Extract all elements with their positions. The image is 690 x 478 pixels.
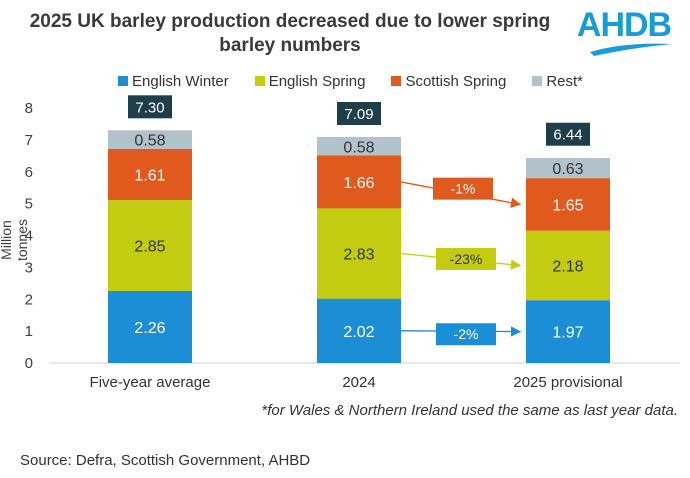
y-tick-label: 2 — [25, 291, 33, 308]
legend-item-rest: Rest* — [532, 73, 583, 90]
y-tick-label: 4 — [25, 228, 33, 245]
data-label: 2.83 — [343, 247, 374, 264]
data-label: 1.65 — [552, 197, 583, 214]
y-tick-label: 0 — [25, 355, 33, 372]
data-label: 2.26 — [134, 320, 165, 337]
bar-english-winter — [317, 298, 401, 363]
data-label: 0.58 — [343, 139, 374, 156]
data-label: 1.97 — [552, 325, 583, 342]
legend-item-english-spring: English Spring — [254, 72, 366, 90]
annotation-box — [436, 323, 496, 346]
bar-scottish-spring — [108, 148, 192, 201]
ahdb-logo: AHDB — [572, 4, 676, 58]
bar-english-spring — [108, 200, 192, 291]
total-box — [128, 95, 172, 119]
y-tick-label: 5 — [25, 196, 33, 213]
x-tick-label: Five-year average — [90, 374, 211, 391]
data-label: 2.85 — [134, 239, 165, 256]
y-tick-label: 7 — [25, 132, 33, 149]
annotation-label: -2% — [454, 326, 479, 342]
data-label: 2.18 — [552, 258, 583, 275]
bar-rest — [526, 158, 610, 179]
y-tick-label: 3 — [25, 259, 33, 276]
legend: English Winter English Spring Scottish Spr… — [118, 72, 609, 90]
bar-rest — [317, 137, 401, 156]
y-tick-label: 1 — [25, 323, 33, 340]
chart-title: 2025 UK barley production decreased due … — [20, 10, 560, 58]
data-label: 1.66 — [343, 175, 374, 192]
legend-label: Rest* — [546, 72, 584, 90]
y-tick-label: 6 — [25, 164, 33, 181]
legend-swatch — [254, 76, 265, 86]
logo-text: AHDB — [576, 6, 672, 44]
bar-english-winter — [108, 290, 192, 363]
annotation-label: -1% — [451, 181, 476, 197]
total-label: 7.30 — [135, 99, 164, 116]
bar-english-spring — [526, 230, 610, 301]
legend-label: Scottish Spring — [405, 72, 507, 90]
total-label: 7.09 — [344, 106, 373, 123]
legend-swatch — [532, 76, 543, 86]
annotation-box — [433, 177, 493, 200]
footnote: *for Wales & Northern Ireland used the s… — [261, 402, 678, 419]
logo-swoosh-icon — [590, 43, 672, 56]
legend-swatch — [118, 76, 128, 86]
annotation-box — [436, 248, 496, 271]
legend-item-english-winter: English Winter — [118, 73, 229, 90]
legend-label: English Winter — [132, 72, 229, 90]
chart-title-line2: barley numbers — [219, 35, 361, 56]
total-label: 6.44 — [553, 127, 582, 144]
legend-label: English Spring — [268, 72, 366, 90]
chart-title-line1: 2025 UK barley production decreased due … — [29, 11, 551, 32]
source-note: Source: Defra, Scottish Government, AHBD — [20, 452, 311, 469]
data-label: 0.63 — [552, 161, 583, 178]
bar-scottish-spring — [526, 178, 610, 231]
legend-item-scottish-spring: Scottish Spring — [391, 73, 506, 90]
bar-english-winter — [526, 300, 610, 363]
data-label: 2.02 — [343, 324, 374, 341]
legend-swatch — [391, 76, 402, 86]
x-tick-label: 2025 provisional — [513, 374, 622, 391]
total-box — [546, 122, 590, 146]
x-tick-label: 2024 — [342, 374, 375, 391]
bar-english-spring — [317, 208, 401, 299]
bar-scottish-spring — [317, 155, 401, 209]
bar-rest — [108, 130, 192, 149]
annotation-label: -23% — [450, 251, 483, 267]
data-label: 1.61 — [134, 167, 165, 184]
data-label: 0.58 — [134, 133, 165, 150]
y-tick-label: 8 — [25, 100, 33, 117]
total-box — [337, 102, 381, 126]
